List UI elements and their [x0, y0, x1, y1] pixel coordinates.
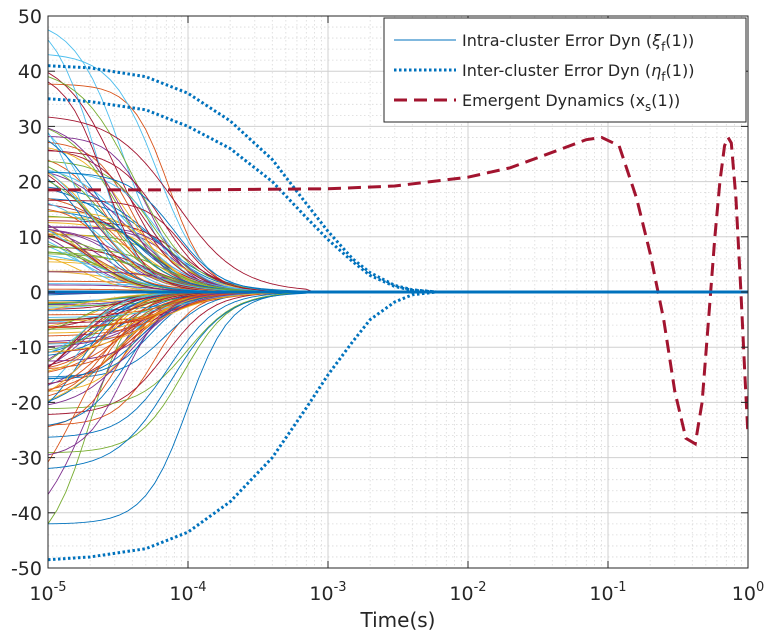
y-tick-label: -20 — [11, 392, 42, 414]
intra-cluster-line — [48, 291, 315, 469]
x-axis-label: Time(s) — [360, 608, 436, 632]
y-tick-label: 10 — [18, 227, 42, 249]
legend-entry-emergent: Emergent Dynamics (xs(1)) — [462, 91, 680, 114]
y-tick-label: 50 — [18, 6, 42, 28]
x-tick-label: 100 — [732, 580, 764, 605]
intra-cluster-line — [48, 291, 315, 454]
legend: Intra-cluster Error Dyn (ξf(1)) Inter-clu… — [383, 17, 747, 123]
legend-entry-inter: Inter-cluster Error Dyn (ηf(1)) — [462, 61, 694, 84]
y-tick-label: 40 — [18, 61, 42, 83]
intra-cluster-line — [48, 291, 315, 438]
x-tick-label: 10-3 — [309, 580, 346, 605]
x-tick-label: 10-1 — [589, 580, 626, 605]
x-tick-label: 10-4 — [169, 580, 206, 605]
y-tick-label: 30 — [18, 116, 42, 138]
intra-cluster-line — [48, 171, 315, 293]
y-tick-label: -10 — [11, 337, 42, 359]
series-lines — [48, 64, 748, 562]
y-tick-label: -40 — [11, 503, 42, 525]
inter-cluster-line — [48, 64, 748, 294]
y-tick-label: 0 — [30, 282, 42, 304]
legend-entry-intra: Intra-cluster Error Dyn (ξf(1)) — [462, 31, 694, 54]
y-tick-label: -50 — [11, 558, 42, 580]
x-tick-label: 10-2 — [449, 580, 486, 605]
y-tick-label: 20 — [18, 172, 42, 194]
emergent-dynamics-line — [48, 134, 748, 447]
intra-cluster-line — [48, 116, 315, 293]
y-tick-label: -30 — [11, 448, 42, 470]
x-tick-label: 10-5 — [29, 580, 66, 605]
